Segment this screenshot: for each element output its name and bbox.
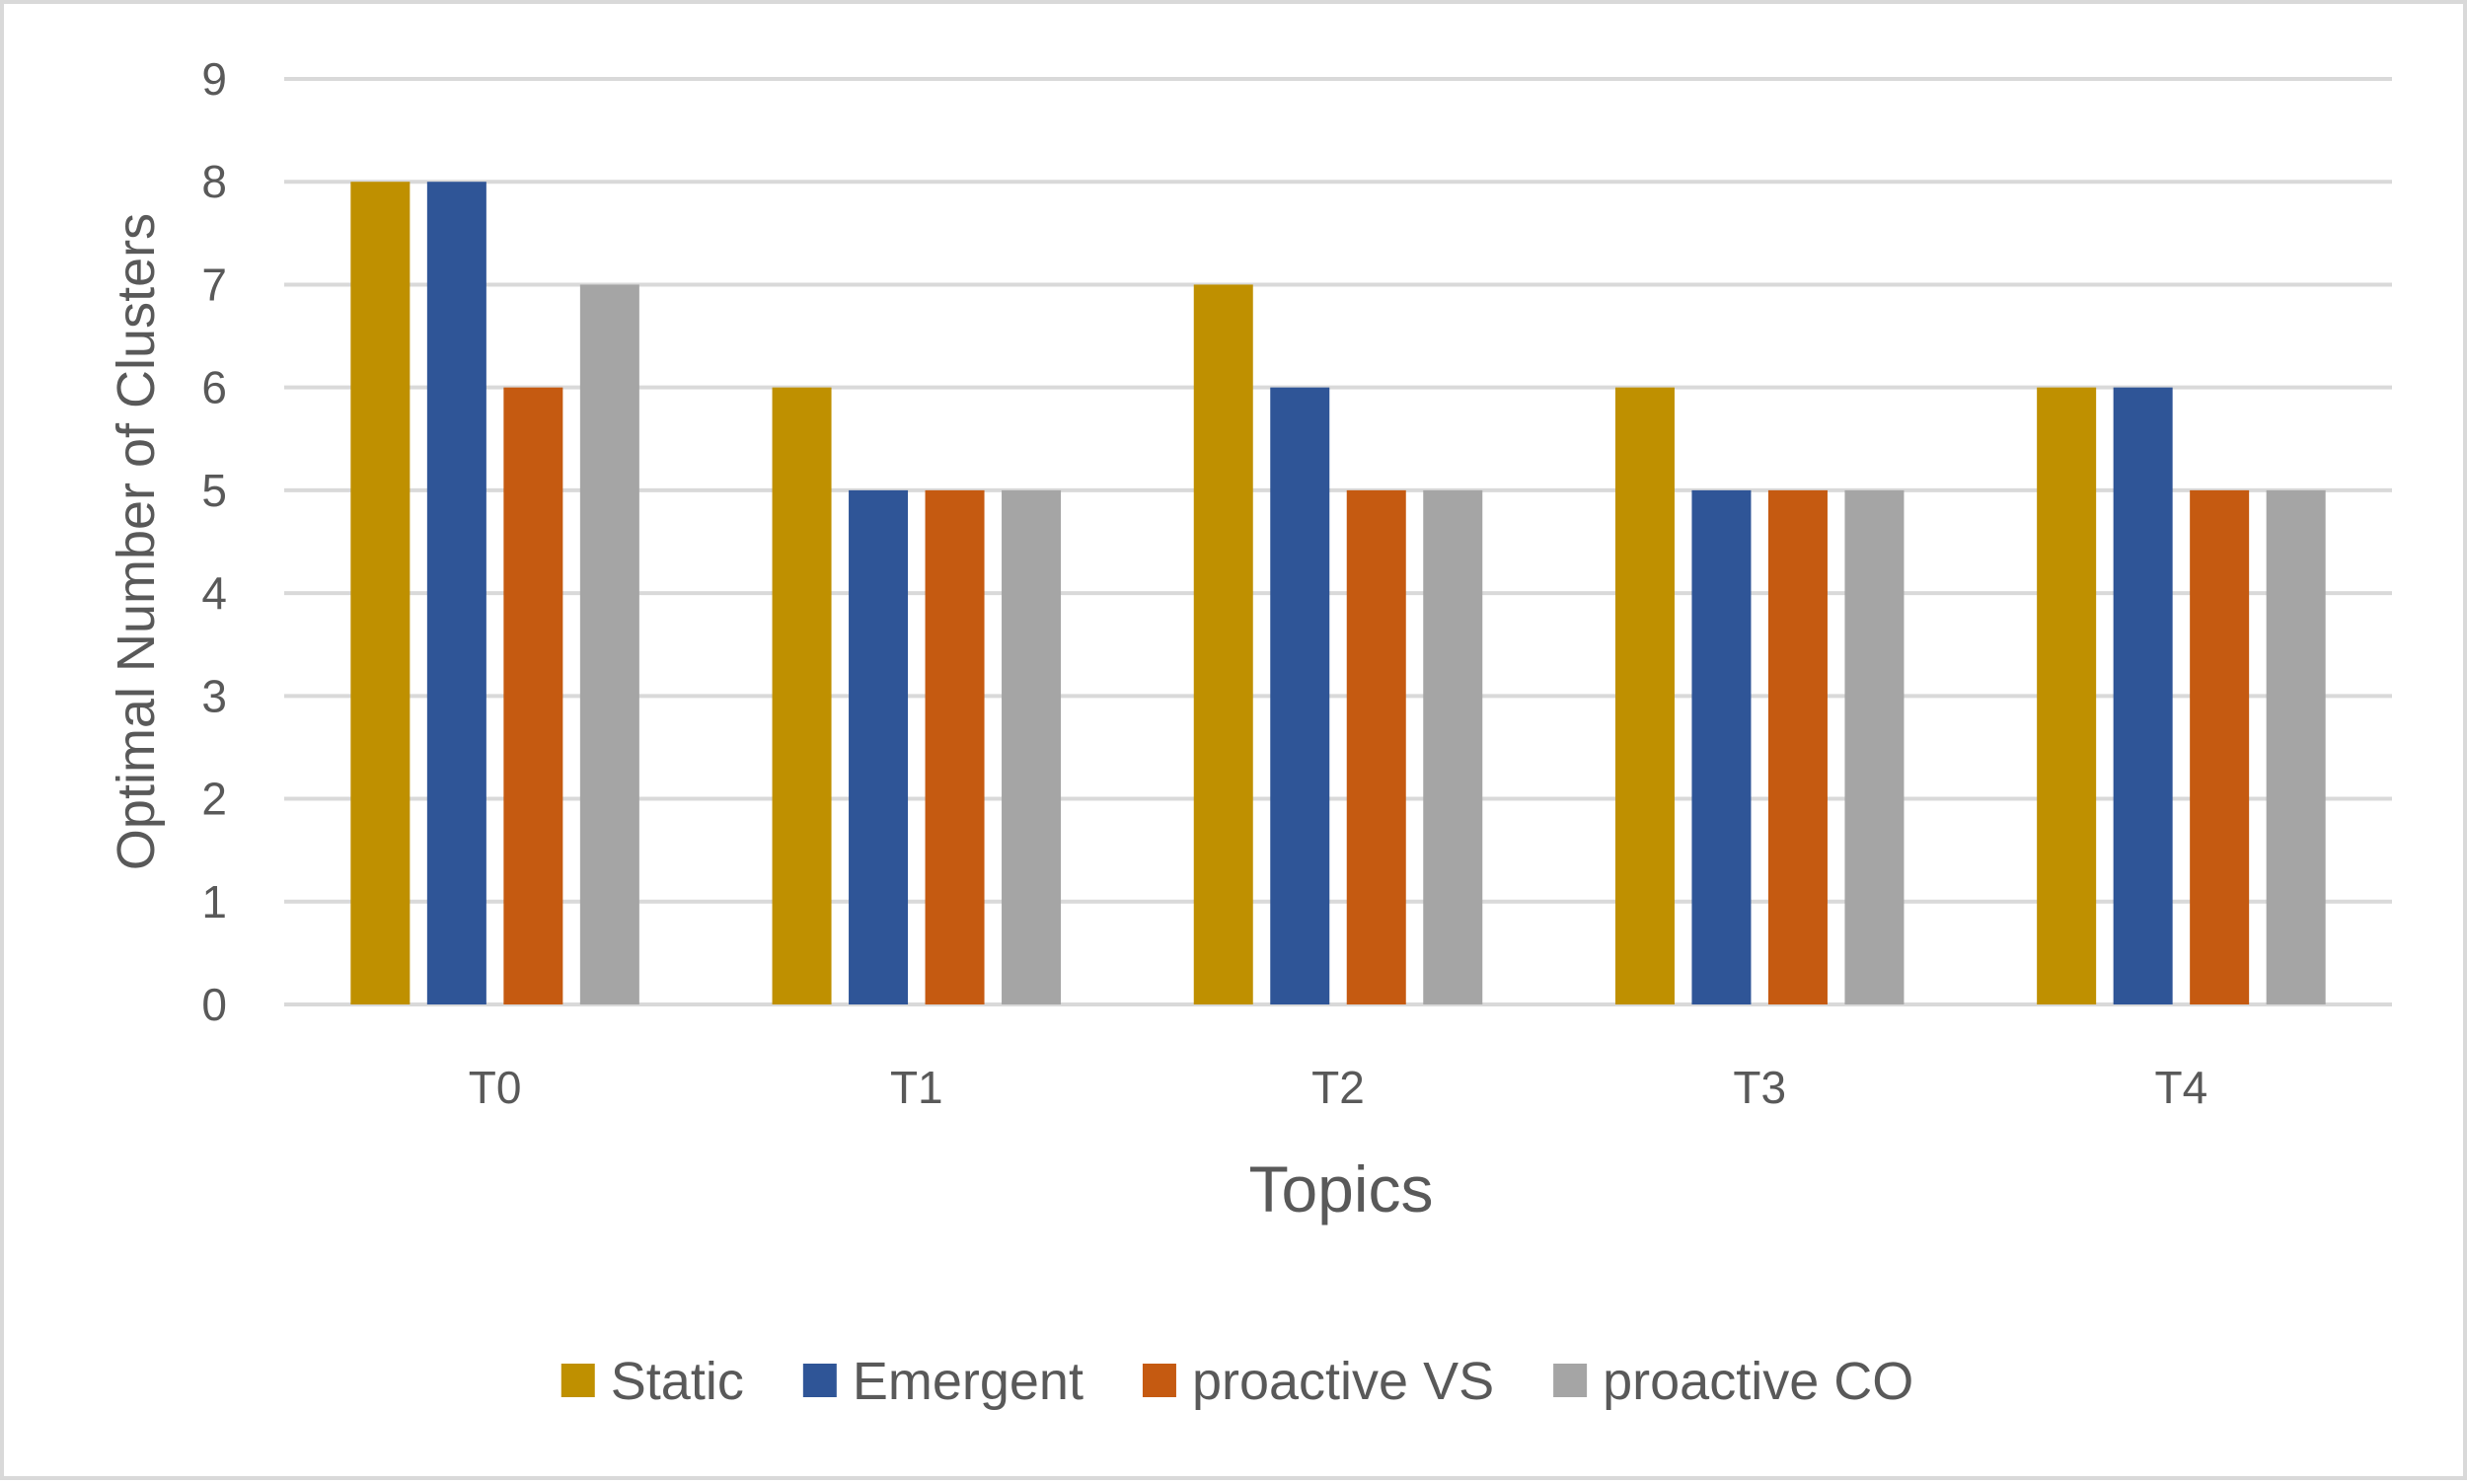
- legend: Static Emergent proactive VS proactive CO: [561, 1352, 1913, 1411]
- y-tick-4: 4: [201, 567, 227, 619]
- y-tick-2: 2: [201, 774, 227, 825]
- bar-T4-proactive-vs: [2190, 489, 2250, 1004]
- y-tick-5: 5: [201, 465, 227, 516]
- y-axis-title: Optimal Number of Clusters: [107, 213, 166, 870]
- x-tick-labels: T0 T1 T2 T3 T4: [469, 1062, 2207, 1113]
- bar-T3-emergent: [1691, 489, 1752, 1004]
- y-tick-0: 0: [201, 979, 227, 1030]
- legend-label-emergent: Emergent: [853, 1352, 1084, 1411]
- bar-T4-proactive-co: [2266, 489, 2326, 1004]
- bar-T0-emergent: [426, 182, 486, 1004]
- legend-label-proactive-co: proactive CO: [1603, 1352, 1913, 1411]
- y-tick-6: 6: [201, 362, 227, 413]
- bar-T4-emergent: [2113, 387, 2173, 1005]
- bar-T0-static: [350, 182, 411, 1004]
- bar-T0-proactive-vs: [503, 387, 563, 1005]
- y-tick-7: 7: [201, 259, 227, 310]
- bar-chart: 0 1 2 3 4 5 6 7 8 9 T0 T1 T2 T3 T4 Topics Optimal Num…: [107, 53, 2392, 1411]
- legend-swatch-proactive-vs: [1142, 1364, 1176, 1397]
- bar-T1-static: [772, 387, 832, 1005]
- y-tick-8: 8: [201, 156, 227, 207]
- x-tick-T2: T2: [1311, 1062, 1365, 1113]
- bar-T4-static: [2037, 387, 2097, 1005]
- legend-swatch-proactive-co: [1553, 1364, 1588, 1397]
- y-tick-3: 3: [201, 670, 227, 721]
- legend-label-static: Static: [611, 1352, 744, 1411]
- x-tick-T0: T0: [469, 1062, 522, 1113]
- bar-T1-proactive-vs: [925, 489, 985, 1004]
- bar-T1-proactive-co: [1002, 489, 1062, 1004]
- bar-T3-proactive-co: [1844, 489, 1905, 1004]
- y-tick-9: 9: [201, 53, 227, 105]
- x-axis-title: Topics: [1248, 1152, 1433, 1225]
- bar-T2-static: [1193, 284, 1253, 1004]
- x-tick-T1: T1: [890, 1062, 943, 1113]
- bars: [350, 182, 2326, 1005]
- bar-T2-proactive-co: [1423, 489, 1483, 1004]
- bar-T0-proactive-co: [579, 284, 639, 1004]
- y-tick-labels: 0 1 2 3 4 5 6 7 8 9: [201, 53, 227, 1030]
- legend-swatch-static: [561, 1364, 595, 1397]
- legend-swatch-emergent: [802, 1364, 837, 1397]
- legend-label-proactive-vs: proactive VS: [1192, 1352, 1494, 1411]
- bar-T3-static: [1614, 387, 1675, 1005]
- bar-T1-emergent: [849, 489, 909, 1004]
- bar-T2-proactive-vs: [1346, 489, 1406, 1004]
- y-tick-1: 1: [201, 876, 227, 928]
- bar-T3-proactive-vs: [1767, 489, 1828, 1004]
- bar-T2-emergent: [1270, 387, 1330, 1005]
- x-tick-T4: T4: [2155, 1062, 2208, 1113]
- x-tick-T3: T3: [1733, 1062, 1786, 1113]
